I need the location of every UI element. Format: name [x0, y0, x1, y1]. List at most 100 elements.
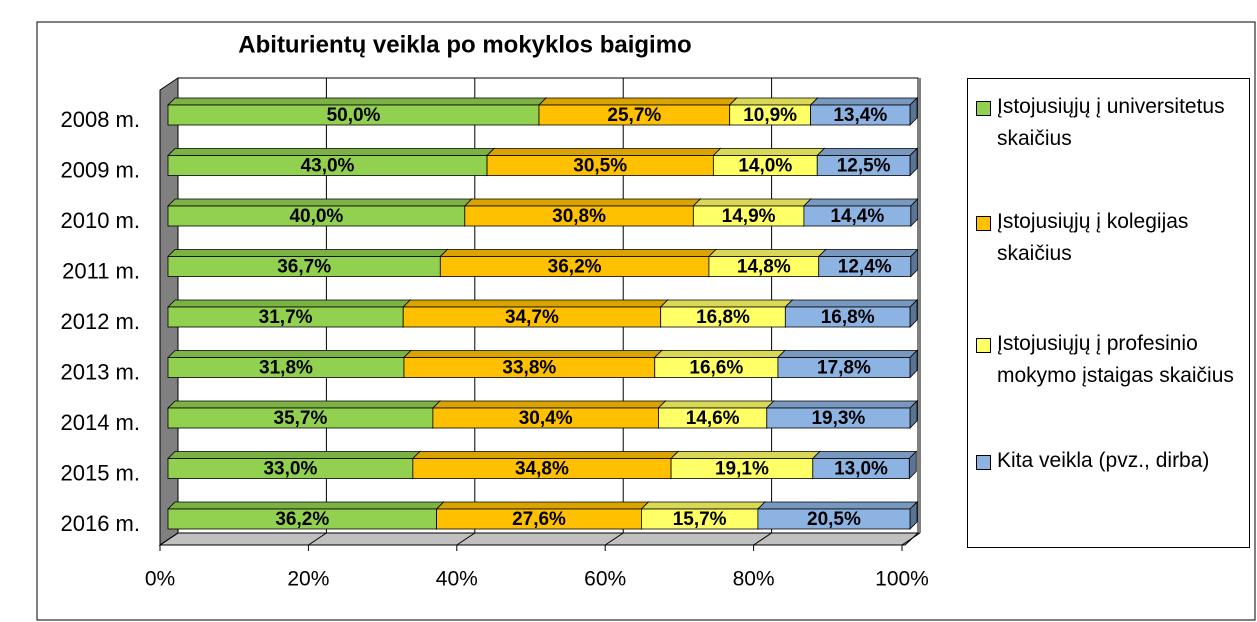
- bar-top: [167, 97, 547, 106]
- legend-swatch: [976, 216, 991, 231]
- legend-swatch: [976, 101, 991, 116]
- bar-top: [538, 97, 738, 106]
- bar-top: [167, 501, 445, 510]
- value-label: 30,4%: [519, 408, 573, 429]
- bar-top: [692, 198, 812, 207]
- y-tick-label: 2016 m.: [61, 511, 141, 536]
- bar-top: [756, 501, 918, 510]
- value-label: 14,4%: [830, 206, 884, 227]
- value-label: 14,9%: [722, 206, 776, 227]
- bar-top: [402, 350, 663, 358]
- value-label: 30,8%: [552, 206, 606, 227]
- bar-top: [784, 299, 918, 308]
- legend: Įstojusiųjų į universitetus skaičius Įsto…: [967, 78, 1250, 548]
- legend-label: Įstojusiųjų į profesinio mokymo įstaigas…: [997, 332, 1234, 387]
- bar-top: [809, 97, 918, 106]
- y-tick-label: 2013 m.: [61, 359, 141, 384]
- bar: [818, 256, 912, 277]
- bar-top: [167, 400, 441, 409]
- y-tick-label: 2009 m.: [61, 157, 141, 182]
- y-tick-label: 2014 m.: [61, 410, 141, 435]
- legend-label: Įstojusiųjų į universitetus skaičius: [997, 95, 1225, 150]
- bar-top: [486, 148, 722, 156]
- bar-top: [653, 350, 786, 358]
- bar-top: [811, 451, 918, 459]
- legend-entry: Įstojusiųjų į universitetus skaičius: [976, 91, 1244, 155]
- floor-grid-line: [604, 532, 624, 546]
- bar: [812, 458, 910, 479]
- x-tick-label: 60%: [584, 568, 626, 591]
- bar-top: [816, 148, 918, 156]
- legend-label: Įstojusiųjų į kolegijas skaičius: [997, 210, 1189, 265]
- bar: [784, 306, 911, 328]
- bar-top: [439, 249, 717, 257]
- value-label: 36,7%: [277, 257, 331, 278]
- value-label: 14,8%: [737, 257, 791, 278]
- value-label: 40,0%: [289, 206, 343, 227]
- value-label: 14,0%: [738, 156, 792, 177]
- y-tick-label: 2015 m.: [61, 460, 141, 485]
- bar-top: [670, 451, 821, 459]
- legend-swatch: [976, 338, 991, 353]
- bar-top: [463, 198, 702, 207]
- value-label: 34,8%: [515, 459, 569, 480]
- bar-top: [657, 400, 775, 409]
- x-tick-label: 80%: [733, 568, 775, 591]
- bar-top: [167, 198, 473, 207]
- value-label: 31,7%: [259, 307, 313, 328]
- value-label: 14,6%: [686, 408, 740, 429]
- floor: [158, 532, 920, 546]
- legend-label: Kita veikla (pvz., dirba): [997, 449, 1210, 472]
- value-label: 25,7%: [607, 105, 661, 126]
- value-label: 16,6%: [689, 358, 743, 379]
- bar-top: [167, 148, 496, 156]
- bar: [757, 508, 911, 530]
- value-label: 16,8%: [696, 307, 750, 328]
- bar: [777, 357, 911, 378]
- legend-entry: Įstojusiųjų į profesinio mokymo įstaigas…: [976, 328, 1244, 392]
- bar-top: [167, 299, 412, 308]
- value-label: 12,4%: [838, 257, 892, 278]
- floor-grid-line: [753, 532, 772, 546]
- bar-top: [802, 198, 919, 207]
- x-tick-label: 20%: [287, 568, 329, 591]
- x-tick-label: 0%: [145, 568, 175, 591]
- legend-entry: Įstojusiųjų į kolegijas skaičius: [976, 206, 1244, 270]
- bar-top: [167, 249, 449, 257]
- floor-grid-line: [308, 532, 327, 546]
- value-label: 43,0%: [301, 156, 355, 177]
- chart-title: Abiturientų veikla po mokyklos baigimo: [238, 31, 691, 58]
- value-label: 34,7%: [505, 307, 559, 328]
- value-label: 33,8%: [502, 358, 556, 379]
- bar-top: [411, 451, 680, 459]
- bar: [766, 407, 911, 429]
- y-tick-label: 2012 m.: [61, 309, 141, 334]
- bar-top: [659, 299, 794, 308]
- value-label: 19,1%: [715, 459, 769, 480]
- value-label: 36,2%: [275, 509, 329, 530]
- value-label: 16,8%: [821, 307, 875, 328]
- value-label: 20,5%: [807, 509, 861, 530]
- bar-top: [707, 249, 827, 257]
- x-tick-label: 40%: [436, 568, 478, 591]
- value-label: 13,4%: [833, 105, 887, 126]
- y-tick-label: 2008 m.: [61, 107, 141, 132]
- bar-top: [817, 249, 919, 257]
- legend-swatch: [976, 455, 991, 470]
- value-label: 17,8%: [817, 358, 871, 379]
- value-label: 35,7%: [274, 408, 328, 429]
- value-label: 10,9%: [743, 105, 797, 126]
- value-label: 12,5%: [837, 156, 891, 177]
- x-tick-label: 100%: [875, 568, 929, 591]
- value-label: 33,0%: [263, 459, 317, 480]
- y-tick-label: 2010 m.: [61, 208, 141, 233]
- value-label: 15,7%: [673, 509, 727, 530]
- bar-top: [712, 148, 826, 156]
- bar: [810, 104, 911, 126]
- bar: [816, 155, 911, 176]
- bar: [803, 205, 912, 227]
- value-label: 19,3%: [811, 408, 865, 429]
- floor-grid-line: [159, 532, 179, 546]
